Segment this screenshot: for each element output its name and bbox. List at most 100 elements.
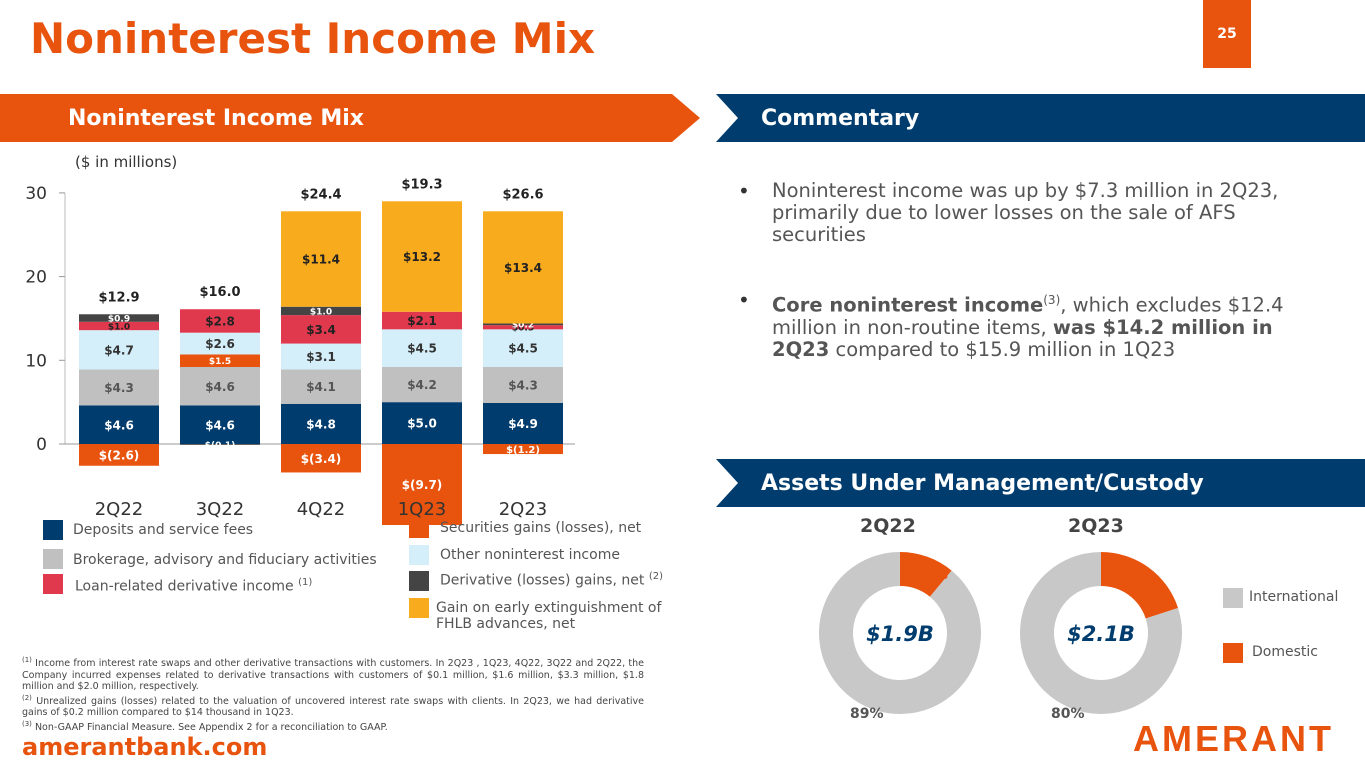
bar-value-label: $4.3 xyxy=(104,381,134,395)
legend-swatch-brokerage xyxy=(43,549,63,569)
bar-value-label: $2.6 xyxy=(205,337,235,351)
bar-value-label: $(9.7) xyxy=(402,478,443,492)
x-category-label: 1Q23 xyxy=(398,499,447,520)
bar-segment xyxy=(281,369,361,404)
chart-banner-title: Noninterest Income Mix xyxy=(68,105,365,131)
website-link[interactable]: amerantbank.com xyxy=(22,733,268,761)
bar-value-label: $4.9 xyxy=(508,417,538,431)
bar-value-label: $4.5 xyxy=(508,342,538,356)
bar-segment xyxy=(180,366,260,406)
bar-segment xyxy=(382,329,462,367)
bar-segment xyxy=(483,323,563,326)
bar-segment xyxy=(281,211,361,307)
legend-swatch-fhlb xyxy=(409,598,429,618)
aum-legend-international-swatch xyxy=(1223,588,1243,608)
bar-total-label: $19.3 xyxy=(401,177,442,192)
bullet-icon: • xyxy=(738,179,750,203)
bar-value-label: $(2.6) xyxy=(99,448,140,462)
bar-value-label: $(0.1) xyxy=(205,441,235,451)
bar-segment xyxy=(79,321,159,331)
bar-total-label: $24.4 xyxy=(300,187,341,202)
bar-value-label: $4.5 xyxy=(407,342,437,356)
bar-value-label: $4.6 xyxy=(205,418,235,432)
donut-period-2q22: 2Q22 xyxy=(860,515,916,537)
bar-value-label: $13.2 xyxy=(403,250,441,264)
commentary-banner-shape xyxy=(716,94,1365,142)
bar-value-label: $2.8 xyxy=(205,315,235,329)
legend-swatch-loan-derivative xyxy=(43,574,63,594)
legend-label-brokerage: Brokerage, advisory and fiduciary activi… xyxy=(73,552,377,568)
bullet-icon: • xyxy=(738,288,750,312)
donut-label-domestic: 20% xyxy=(1128,576,1164,594)
bar-segment xyxy=(483,366,563,403)
legend-swatch-deposits xyxy=(43,520,63,540)
donut-slice-domestic xyxy=(1101,552,1179,619)
noninterest-income-chart: 0102030$4.6$4.3$(2.6)$4.7$1.0$0.9$12.92Q… xyxy=(25,177,575,525)
bar-segment xyxy=(483,325,563,330)
aum-legend-domestic-label: Domestic xyxy=(1252,644,1318,660)
bar-value-label: $0.5 xyxy=(512,324,534,334)
bar-value-label: $2.1 xyxy=(407,314,437,328)
bar-value-label: $1.5 xyxy=(209,357,231,367)
legend-label-other: Other noninterest income xyxy=(440,547,620,563)
bar-segment xyxy=(281,444,361,473)
legend-label-loan-derivative: Loan-related derivative income (1) xyxy=(75,577,312,595)
bar-value-label: $1.0 xyxy=(310,307,332,317)
bar-segment xyxy=(79,330,159,370)
aum-banner: Assets Under Management/Custody xyxy=(716,459,1365,507)
donut-label-international: 89% xyxy=(850,706,884,720)
bar-value-label: $4.7 xyxy=(104,343,134,357)
bar-value-label: $5.0 xyxy=(407,417,437,431)
bar-value-label: $3.4 xyxy=(306,323,336,337)
bar-value-label: $4.1 xyxy=(306,380,336,394)
bar-value-label: $(3.4) xyxy=(301,452,342,466)
bar-segment xyxy=(382,366,462,403)
legend-label-derivative: Derivative (losses) gains, net (2) xyxy=(440,571,663,589)
legend-label-fhlb: Gain on early extinguishment of FHLB adv… xyxy=(436,600,662,632)
commentary-bullet-1-text: Noninterest income was up by $7.3 millio… xyxy=(772,179,1279,246)
banner-arrow-shape xyxy=(0,94,700,142)
donut-label-domestic: 11% xyxy=(912,565,948,583)
page-title: Noninterest Income Mix xyxy=(30,14,596,63)
bar-segment xyxy=(180,309,260,333)
commentary-banner-title: Commentary xyxy=(761,105,920,131)
y-tick-label: 10 xyxy=(25,351,47,371)
bar-segment xyxy=(180,332,260,355)
footnote-3: (3) Non-GAAP Financial Measure. See Appe… xyxy=(22,719,644,734)
bar-total-label: $26.6 xyxy=(502,187,543,202)
bullet-2-middle: , which excludes $12.4 million in non-ro… xyxy=(772,293,1284,339)
bar-value-label: $11.4 xyxy=(302,253,340,267)
bar-segment xyxy=(382,402,462,444)
footnotes: (1) Income from interest rate swaps and … xyxy=(22,655,644,733)
y-tick-label: 0 xyxy=(36,435,47,455)
donut-slice-domestic xyxy=(900,552,952,597)
bar-segment xyxy=(483,211,563,324)
bar-value-label: $4.6 xyxy=(205,380,235,394)
aum-banner-shape xyxy=(716,459,1365,507)
bar-segment xyxy=(281,403,361,444)
bar-segment xyxy=(382,444,462,525)
core-income-note: (3) xyxy=(1043,293,1061,307)
footnote-2-text: Unrealized gains (losses) related to the… xyxy=(22,695,644,719)
bar-segment xyxy=(382,201,462,312)
x-category-label: 3Q22 xyxy=(196,499,245,520)
donut-total: $2.1B xyxy=(1067,622,1135,646)
legend-swatch-other xyxy=(409,545,429,565)
legend-swatch-derivative xyxy=(409,571,429,591)
units-note: ($ in millions) xyxy=(75,153,178,171)
core-income-value-bold: was $14.2 million in 2Q23 xyxy=(772,315,1273,361)
donut-slice-international xyxy=(819,552,981,714)
bar-value-label: $3.1 xyxy=(306,350,336,364)
y-tick-label: 30 xyxy=(25,184,47,204)
bar-segment xyxy=(79,444,159,466)
bar-value-label: $0.9 xyxy=(108,314,130,324)
aum-legend-domestic-swatch xyxy=(1223,643,1243,663)
page-number: 25 xyxy=(1203,0,1251,68)
bar-value-label: $0.2 xyxy=(512,321,534,331)
footnote-1-text: Income from interest rate swaps and othe… xyxy=(22,658,644,693)
legend-note-1: (1) xyxy=(298,577,313,588)
chart-banner: Noninterest Income Mix xyxy=(0,94,700,142)
bar-segment xyxy=(483,444,563,455)
bar-segment xyxy=(79,314,159,322)
footnote-2: (2) Unrealized gains (losses) related to… xyxy=(22,693,644,719)
